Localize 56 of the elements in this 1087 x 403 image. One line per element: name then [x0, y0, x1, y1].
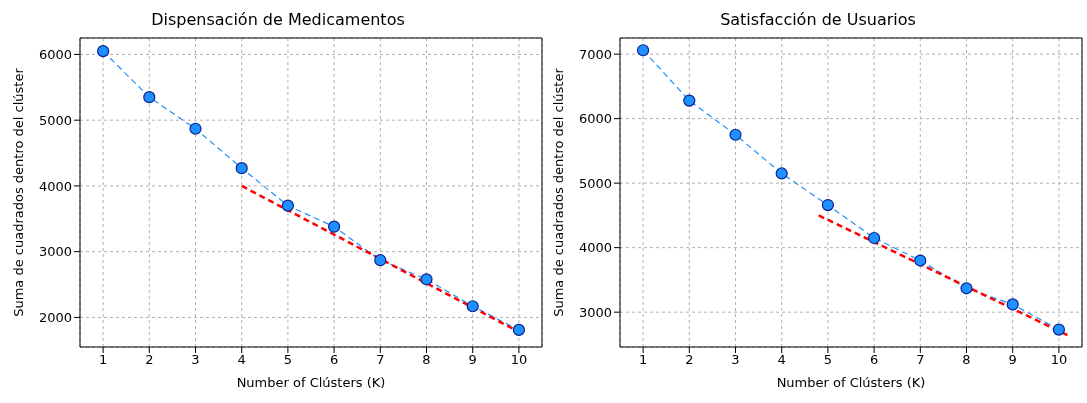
x-tick-label: 7 — [916, 352, 925, 368]
x-tick-label: 8 — [962, 352, 971, 368]
point — [466, 300, 479, 313]
point — [143, 91, 156, 104]
point — [960, 282, 973, 295]
point — [775, 167, 788, 180]
x-tick-label: 5 — [823, 352, 833, 368]
x-tick-label: 6 — [329, 352, 339, 368]
y-tick-label: 6000 — [38, 47, 72, 63]
point — [1052, 323, 1065, 336]
y-tick-label: 4000 — [578, 240, 612, 256]
x-axis-title: Number of Clústers (K) — [776, 375, 926, 390]
x-tick-label: 9 — [1008, 352, 1017, 368]
x-tick-label: 2 — [145, 352, 154, 368]
point — [683, 94, 696, 107]
x-tick-label: 10 — [510, 352, 528, 368]
y-axis-title: Suma de cuadrados dentro del clúster — [10, 67, 26, 317]
y-tick-label: 3000 — [578, 304, 612, 320]
point — [281, 199, 294, 212]
point — [328, 220, 341, 233]
point — [729, 128, 742, 141]
x-tick-label: 7 — [376, 352, 385, 368]
y-tick-label: 5000 — [578, 175, 612, 191]
point — [97, 45, 110, 58]
y-tick-label: 7000 — [578, 46, 612, 62]
x-tick-label: 4 — [777, 352, 786, 368]
point — [1006, 298, 1019, 311]
x-tick-label: 8 — [422, 352, 431, 368]
point — [235, 162, 248, 175]
point — [821, 198, 834, 212]
x-tick-label: 6 — [869, 352, 879, 368]
point — [374, 254, 387, 267]
x-tick-label: 3 — [191, 352, 200, 368]
y-tick-label: 2000 — [38, 310, 72, 326]
x-tick-label: 5 — [283, 352, 293, 368]
x-tick-label: 10 — [1050, 352, 1068, 368]
y-tick-label: 4000 — [38, 178, 72, 194]
point — [914, 254, 927, 267]
y-tick-label: 6000 — [578, 111, 612, 127]
chart-title: Dispensación de Medicamentos — [150, 9, 406, 31]
point — [420, 273, 433, 286]
y-tick-label: 5000 — [38, 112, 72, 128]
y-axis-title: Suma de cuadrados dentro del clúster — [550, 67, 566, 317]
point — [868, 231, 881, 245]
x-tick-label: 1 — [98, 352, 108, 368]
x-tick-label: 1 — [638, 352, 648, 368]
point — [189, 122, 202, 135]
x-tick-label: 9 — [468, 352, 477, 368]
point — [637, 44, 650, 57]
chart-title: Satisfacción de Usuarios — [719, 9, 917, 31]
x-tick-label: 4 — [237, 352, 246, 368]
x-axis-title: Number of Clústers (K) — [236, 375, 386, 390]
x-tick-label: 3 — [731, 352, 740, 368]
y-tick-label: 3000 — [38, 244, 72, 260]
x-tick-label: 2 — [685, 352, 694, 368]
point — [512, 323, 525, 337]
